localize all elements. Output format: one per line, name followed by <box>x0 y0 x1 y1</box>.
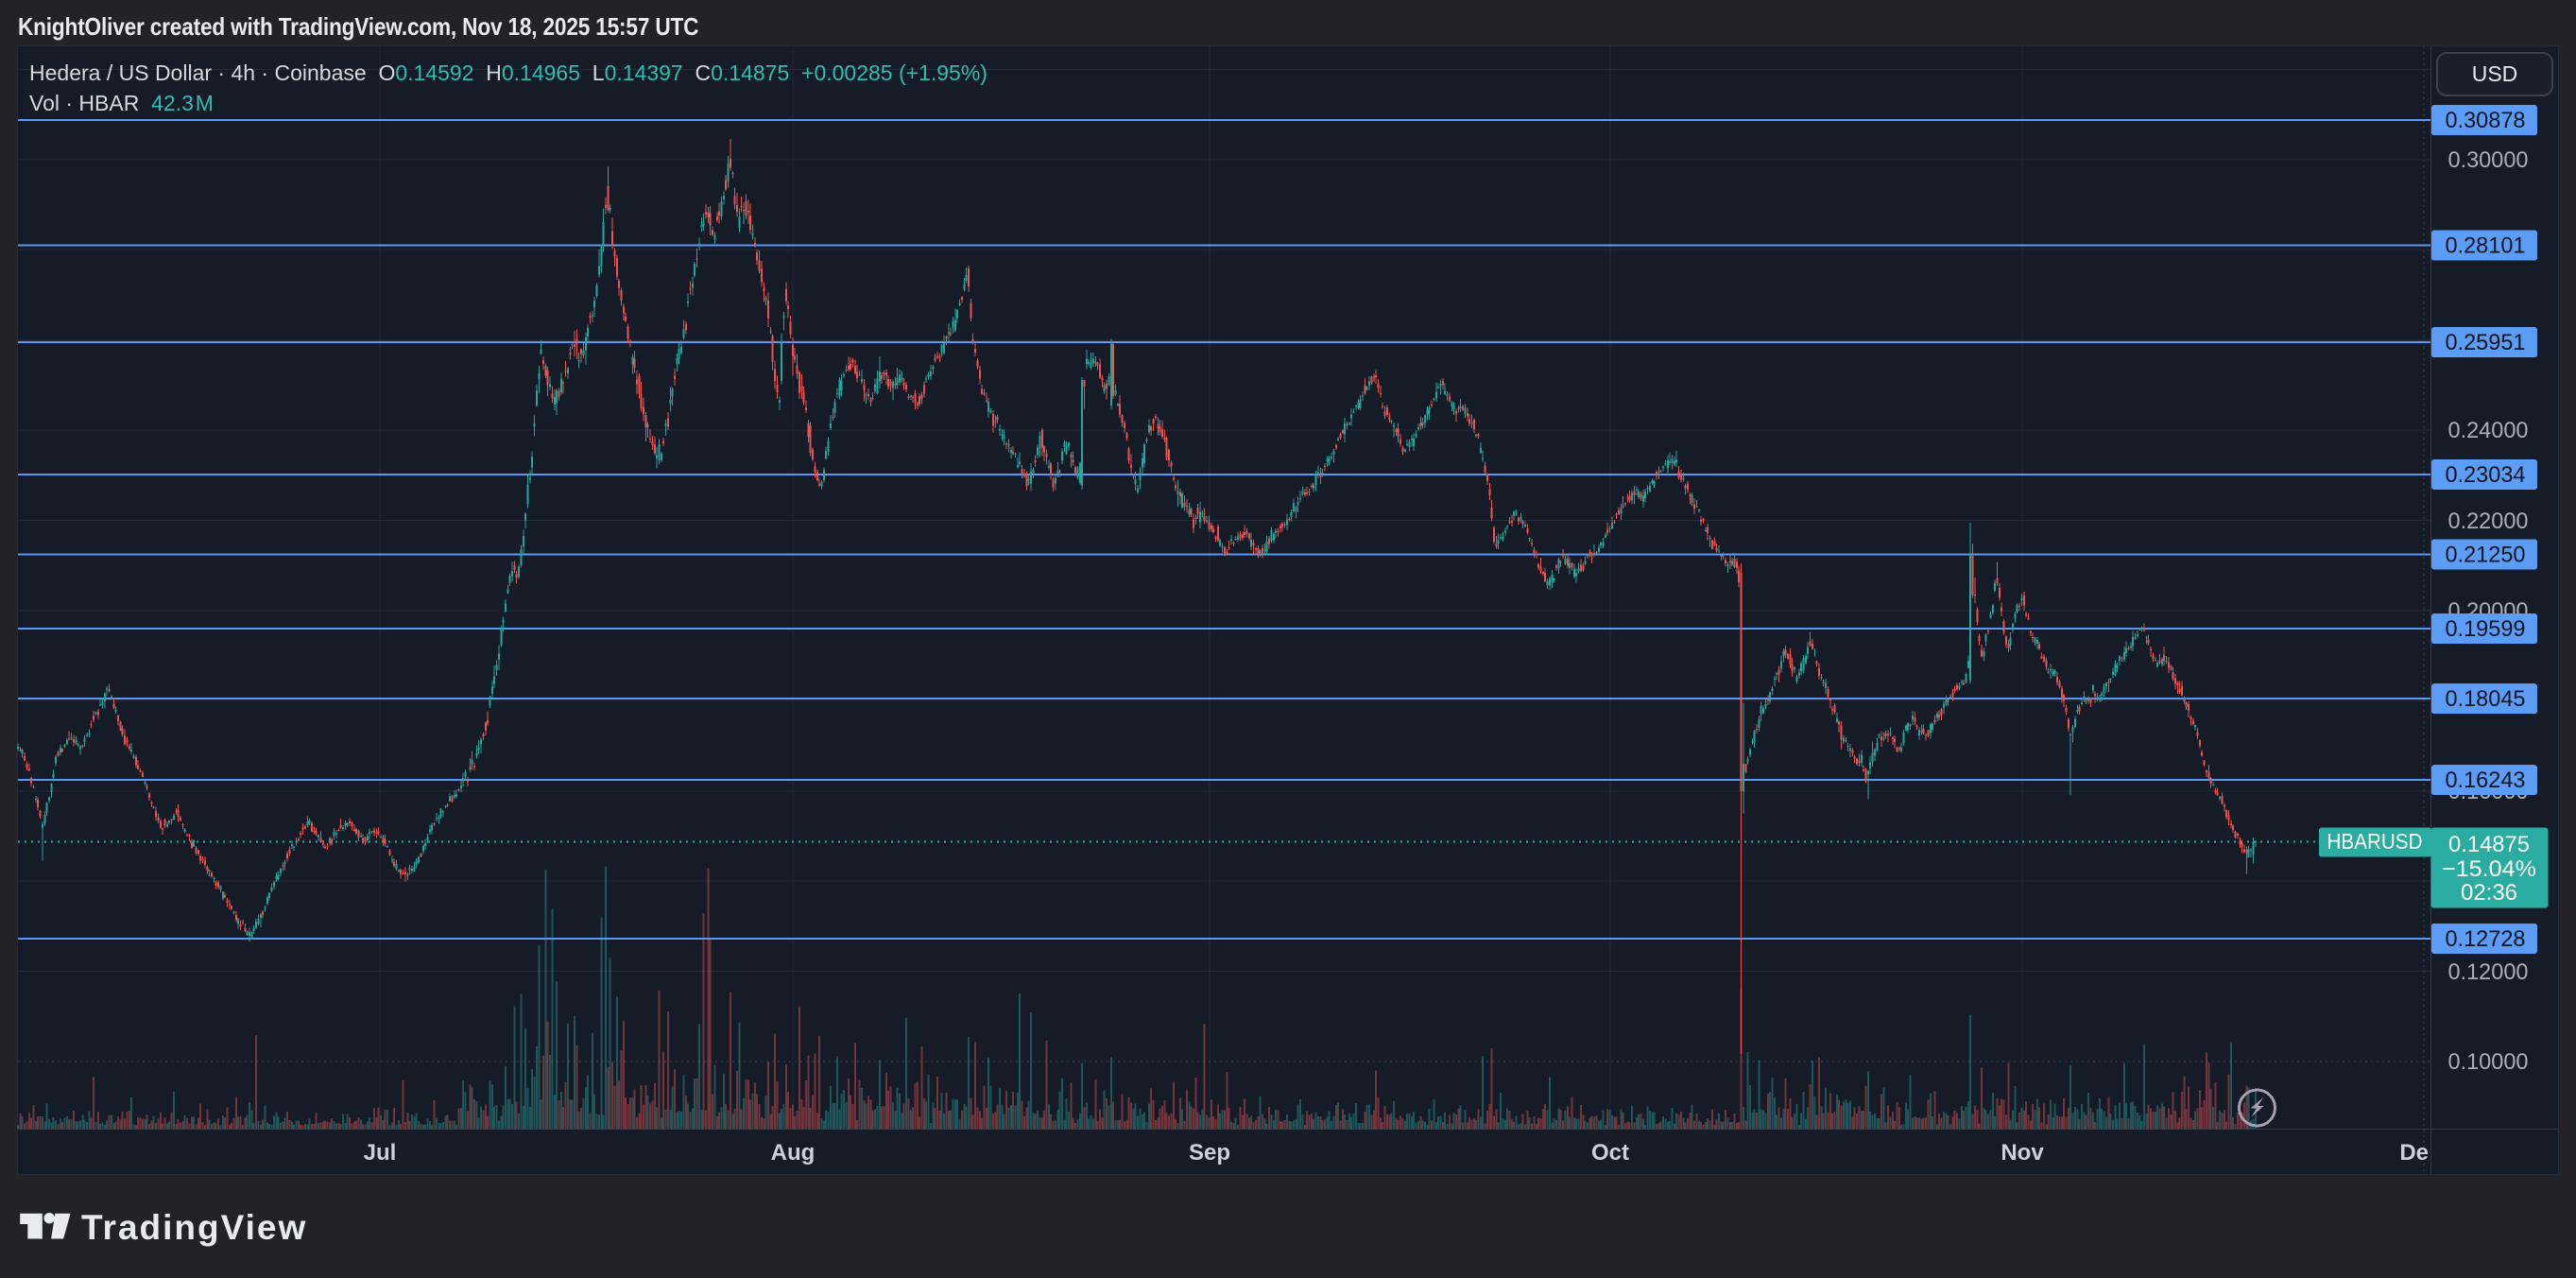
svg-text:0.14875: 0.14875 <box>2448 832 2530 857</box>
svg-text:Jul: Jul <box>364 1140 397 1166</box>
svg-text:0.30878: 0.30878 <box>2446 108 2526 133</box>
svg-text:−15.04%: −15.04% <box>2442 856 2536 882</box>
svg-text:02:36: 02:36 <box>2461 880 2517 906</box>
svg-text:Sep: Sep <box>1189 1140 1230 1166</box>
svg-text:0.10000: 0.10000 <box>2448 1049 2529 1075</box>
svg-text:USD: USD <box>2472 61 2518 86</box>
svg-text:0.16243: 0.16243 <box>2446 768 2526 793</box>
svg-text:0.18045: 0.18045 <box>2446 686 2526 712</box>
svg-text:0.28101: 0.28101 <box>2446 233 2526 259</box>
svg-text:0.25951: 0.25951 <box>2446 330 2526 355</box>
svg-text:HBARUSD: HBARUSD <box>2327 829 2423 854</box>
svg-text:Nov: Nov <box>2001 1140 2044 1166</box>
svg-text:0.24000: 0.24000 <box>2448 418 2529 443</box>
svg-text:0.19599: 0.19599 <box>2446 616 2526 642</box>
svg-text:Aug: Aug <box>771 1140 816 1166</box>
svg-text:Oct: Oct <box>1591 1140 1629 1166</box>
svg-text:0.12728: 0.12728 <box>2446 926 2526 952</box>
svg-text:0.23034: 0.23034 <box>2446 462 2526 488</box>
svg-text:0.22000: 0.22000 <box>2448 509 2529 534</box>
svg-text:TradingView: TradingView <box>81 1210 307 1247</box>
svg-text:0.12000: 0.12000 <box>2448 959 2529 985</box>
svg-text:De: De <box>2399 1140 2429 1166</box>
svg-text:0.21250: 0.21250 <box>2446 542 2526 567</box>
svg-text:0.30000: 0.30000 <box>2448 147 2529 173</box>
